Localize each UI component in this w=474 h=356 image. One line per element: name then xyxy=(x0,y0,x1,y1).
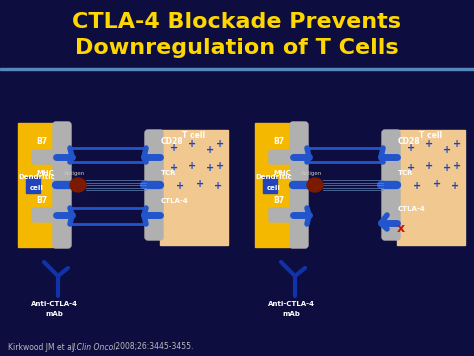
Bar xyxy=(397,130,465,245)
Bar xyxy=(263,177,277,193)
Text: Dendritic: Dendritic xyxy=(18,174,55,180)
Text: TCR: TCR xyxy=(398,170,413,176)
FancyBboxPatch shape xyxy=(32,208,58,222)
Text: CTLA-4: CTLA-4 xyxy=(161,198,189,204)
FancyBboxPatch shape xyxy=(32,150,58,164)
Text: +: + xyxy=(170,143,178,153)
Text: +: + xyxy=(216,161,224,171)
Text: +: + xyxy=(188,139,196,149)
Text: Antigen: Antigen xyxy=(64,171,85,176)
Text: cell: cell xyxy=(30,185,44,191)
Bar xyxy=(0,70,474,356)
Text: J Clin Oncol.: J Clin Oncol. xyxy=(72,342,118,351)
Text: Antigen: Antigen xyxy=(301,171,322,176)
FancyBboxPatch shape xyxy=(269,208,295,222)
Bar xyxy=(255,123,293,247)
Text: CD28: CD28 xyxy=(398,137,420,146)
Text: +: + xyxy=(407,163,415,173)
Ellipse shape xyxy=(307,178,323,192)
Text: mAb: mAb xyxy=(45,311,63,317)
Text: B7: B7 xyxy=(273,137,284,146)
Bar xyxy=(26,177,40,193)
Text: B7: B7 xyxy=(273,196,284,205)
Text: +: + xyxy=(453,161,461,171)
Text: CTLA-4: CTLA-4 xyxy=(398,206,426,212)
Text: +: + xyxy=(216,139,224,149)
Text: Anti-CTLA-4: Anti-CTLA-4 xyxy=(30,301,78,307)
Text: Kirkwood JM et al.: Kirkwood JM et al. xyxy=(8,342,79,351)
Text: Dendritic: Dendritic xyxy=(255,174,292,180)
Text: +: + xyxy=(453,139,461,149)
Text: Downregulation of T Cells: Downregulation of T Cells xyxy=(75,38,399,58)
Text: +: + xyxy=(206,163,214,173)
Text: +: + xyxy=(196,179,204,189)
Text: +: + xyxy=(451,181,459,191)
Text: +: + xyxy=(443,163,451,173)
FancyBboxPatch shape xyxy=(145,130,163,240)
Text: MHC: MHC xyxy=(36,170,54,176)
FancyBboxPatch shape xyxy=(382,130,400,240)
Text: +: + xyxy=(170,163,178,173)
Text: +: + xyxy=(425,139,433,149)
Text: CD28: CD28 xyxy=(161,137,183,146)
Bar xyxy=(18,123,56,247)
Text: +: + xyxy=(443,145,451,155)
Text: +: + xyxy=(407,143,415,153)
Text: mAb: mAb xyxy=(282,311,300,317)
Bar xyxy=(0,68,474,70)
Text: CTLA-4 Blockade Prevents: CTLA-4 Blockade Prevents xyxy=(73,12,401,32)
FancyBboxPatch shape xyxy=(269,150,295,164)
Text: +: + xyxy=(433,179,441,189)
Text: B7: B7 xyxy=(36,137,47,146)
Text: 2008;26:3445-3455.: 2008;26:3445-3455. xyxy=(113,342,193,351)
Ellipse shape xyxy=(70,178,86,192)
Bar xyxy=(0,0,474,68)
Text: B7: B7 xyxy=(36,196,47,205)
Text: cell: cell xyxy=(267,185,281,191)
Text: T cell: T cell xyxy=(182,131,206,140)
Text: +: + xyxy=(206,145,214,155)
Text: +: + xyxy=(413,181,421,191)
Text: MHC: MHC xyxy=(273,170,291,176)
FancyBboxPatch shape xyxy=(290,122,308,248)
Text: T cell: T cell xyxy=(419,131,443,140)
Text: +: + xyxy=(188,161,196,171)
Text: x: x xyxy=(397,222,405,236)
Text: +: + xyxy=(214,181,222,191)
Bar xyxy=(160,130,228,245)
Text: +: + xyxy=(425,161,433,171)
Text: +: + xyxy=(176,181,184,191)
FancyBboxPatch shape xyxy=(53,122,71,248)
Text: Anti-CTLA-4: Anti-CTLA-4 xyxy=(267,301,315,307)
Text: TCR: TCR xyxy=(161,170,176,176)
